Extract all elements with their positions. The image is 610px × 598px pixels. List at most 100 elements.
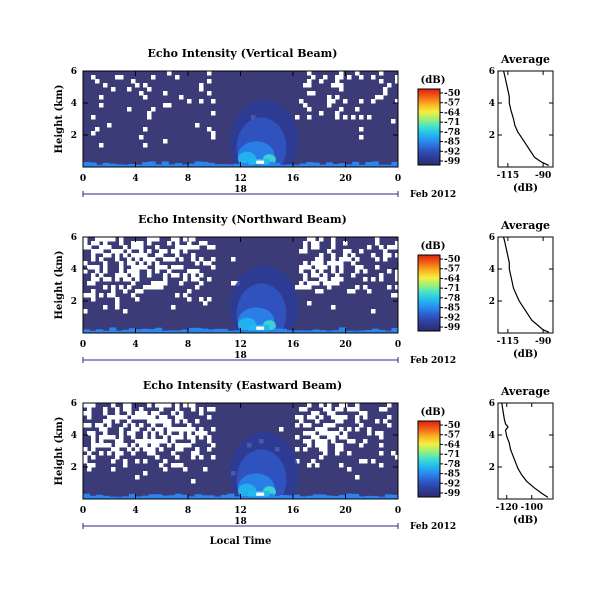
- surface-echo-cell: [115, 330, 123, 333]
- no-data-cell: [335, 451, 340, 456]
- no-data-cell: [147, 115, 152, 120]
- no-data-cell: [395, 241, 398, 246]
- no-data-cell: [371, 253, 376, 258]
- no-data-cell: [351, 439, 356, 444]
- no-data-cell: [103, 443, 108, 448]
- profile-title: Average: [500, 219, 550, 232]
- no-data-cell: [123, 407, 128, 412]
- surface-echo-cell: [253, 165, 261, 167]
- no-data-cell: [151, 411, 156, 416]
- no-data-cell: [355, 427, 360, 432]
- date-label: Feb 2012: [410, 356, 456, 366]
- no-data-cell: [147, 269, 152, 274]
- no-data-cell: [199, 435, 204, 440]
- profile-y-tick-label: 4: [489, 99, 495, 109]
- no-data-cell: [131, 415, 136, 420]
- no-data-cell: [155, 427, 160, 432]
- no-data-cell: [163, 249, 168, 254]
- no-data-cell: [115, 411, 120, 416]
- no-data-cell: [315, 273, 320, 278]
- no-data-cell: [115, 75, 120, 80]
- colorbar-tick-label: -92: [444, 313, 460, 323]
- no-data-cell: [319, 261, 324, 266]
- no-data-cell: [99, 293, 104, 298]
- no-data-cell: [183, 249, 188, 254]
- no-data-cell: [199, 241, 204, 246]
- no-data-cell: [307, 301, 312, 306]
- no-data-cell: [119, 415, 124, 420]
- colorbar-tick-label: -50: [444, 89, 460, 99]
- colorbar-tick-label: -71: [444, 118, 460, 128]
- no-data-cell: [199, 427, 204, 432]
- no-data-cell: [135, 253, 140, 258]
- no-data-cell: [319, 431, 324, 436]
- x-tick-label: 0: [80, 506, 86, 516]
- no-data-cell: [211, 99, 216, 104]
- surface-echo-cell: [115, 497, 123, 499]
- no-data-cell: [111, 237, 116, 242]
- x-tick-label: 16: [287, 340, 300, 350]
- colorbar-tick-label: -78: [444, 294, 460, 304]
- colorbar-tick-label: -92: [444, 147, 460, 157]
- no-data-cell: [99, 439, 104, 444]
- no-data-cell: [195, 285, 200, 290]
- no-data-cell: [179, 411, 184, 416]
- no-data-cell: [187, 289, 192, 294]
- no-data-cell: [335, 273, 340, 278]
- no-data-cell: [319, 237, 324, 242]
- no-data-cell: [175, 249, 180, 254]
- no-data-cell: [83, 241, 88, 246]
- surface-echo-cell: [128, 328, 136, 333]
- no-data-cell: [351, 261, 356, 266]
- no-data-cell: [135, 297, 140, 302]
- no-data-cell: [375, 95, 380, 100]
- no-data-cell: [323, 423, 328, 428]
- no-data-cell: [199, 431, 204, 436]
- no-data-cell: [107, 435, 112, 440]
- no-data-cell: [179, 415, 184, 420]
- no-data-cell: [183, 237, 188, 242]
- no-data-cell: [307, 237, 312, 242]
- heatmap-panel-1: Echo Intensity (Vertical Beam) 6 4 2 Height …: [54, 47, 456, 200]
- no-data-cell: [187, 237, 192, 242]
- no-data-cell: [307, 107, 312, 112]
- no-data-cell: [111, 435, 116, 440]
- no-data-cell: [331, 439, 336, 444]
- surface-echo-cell: [253, 329, 261, 333]
- x-tick-label: 0: [395, 174, 401, 184]
- colorbar-1: (dB) -50-57-64-71-78-85-92-99: [417, 75, 460, 167]
- no-data-cell: [319, 455, 324, 460]
- no-data-cell: [163, 439, 168, 444]
- no-data-cell: [119, 451, 124, 456]
- no-data-cell: [379, 463, 384, 468]
- no-data-cell: [123, 443, 128, 448]
- surface-echo-cell: [83, 493, 91, 499]
- x-tick-label: 0: [395, 506, 401, 516]
- surface-echo-cell: [391, 161, 398, 167]
- no-data-cell: [315, 241, 320, 246]
- colorbar-tick-label: -64: [444, 274, 460, 284]
- no-data-cell: [99, 435, 104, 440]
- no-data-cell: [295, 423, 300, 428]
- no-data-cell: [299, 265, 304, 270]
- no-data-cell: [387, 403, 392, 408]
- no-data-cell: [211, 257, 216, 262]
- no-data-cell: [367, 289, 372, 294]
- surface-echo-cell: [115, 164, 123, 167]
- no-data-cell: [211, 455, 216, 460]
- surface-echo-cell: [83, 162, 91, 167]
- no-data-cell: [99, 95, 104, 100]
- no-data-cell: [123, 277, 128, 282]
- no-data-cell: [379, 443, 384, 448]
- no-data-cell: [135, 245, 140, 250]
- y-axis-label: Height (km): [54, 417, 65, 486]
- surface-echo-cell: [227, 493, 235, 499]
- no-data-cell: [131, 261, 136, 266]
- no-data-cell: [187, 241, 192, 246]
- no-data-cell: [359, 135, 364, 140]
- no-data-cell: [183, 443, 188, 448]
- no-data-cell: [123, 309, 128, 314]
- no-data-cell: [191, 407, 196, 412]
- no-data-cell: [179, 281, 184, 286]
- surface-echo-cell: [109, 327, 117, 333]
